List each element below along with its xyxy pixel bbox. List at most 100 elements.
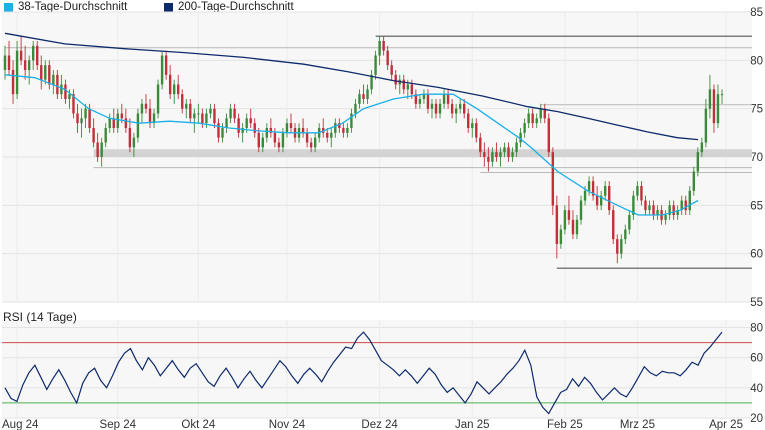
legend-swatch-ma38 — [4, 2, 13, 12]
candle-body-139 — [563, 210, 567, 230]
candle-body-129 — [523, 123, 526, 133]
candle-body-176 — [712, 89, 716, 124]
candle-body-114 — [463, 103, 466, 114]
candle-body-100 — [406, 84, 410, 90]
candle-body-155 — [628, 215, 631, 230]
candle-body-37 — [152, 113, 156, 124]
candle-body-41 — [168, 74, 172, 95]
candle-body-69 — [281, 132, 285, 148]
candle-body-76 — [309, 142, 313, 148]
candle-body-124 — [503, 147, 506, 153]
candle-body-158 — [640, 186, 643, 201]
candle-body-20 — [84, 108, 87, 119]
candle-body-80 — [326, 132, 329, 138]
x-axis: Aug 24 Sep 24 Okt 24 Nov 24 Dez 24 Jan 25 Feb … — [2, 419, 743, 430]
candle-body-120 — [487, 157, 490, 162]
candle-body-27 — [112, 118, 115, 128]
candle-body-43 — [177, 84, 180, 95]
candle-body-93 — [378, 41, 381, 56]
candle-body-152 — [616, 239, 619, 254]
candle-body-84 — [342, 128, 345, 133]
candle-body-144 — [583, 190, 587, 201]
candle-body-162 — [656, 210, 659, 215]
price-y-tick-55: 55 — [750, 297, 763, 309]
candle-body-34 — [140, 103, 144, 114]
legend-label-ma38: 38-Tage-Durchschnitt — [18, 1, 128, 13]
candle-body-95 — [386, 50, 389, 66]
candle-body-161 — [652, 205, 655, 215]
candle-body-39 — [160, 55, 164, 85]
rsi-plot-background — [2, 320, 752, 418]
candle-body-40 — [164, 55, 168, 75]
candle-body-58 — [237, 118, 240, 133]
legend-item-ma38: 38-Tage-Durchschnitt — [4, 1, 127, 13]
candle-body-21 — [88, 108, 91, 128]
candle-body-12 — [52, 74, 55, 85]
candle-body-54 — [221, 128, 224, 138]
candle-body-101 — [410, 84, 414, 95]
candle-body-24 — [100, 142, 103, 157]
candle-body-89 — [362, 94, 365, 99]
candle-body-138 — [559, 229, 563, 244]
candle-body-168 — [680, 200, 683, 211]
candle-body-111 — [450, 103, 454, 114]
rsi-y-tick-20: 20 — [750, 413, 763, 425]
candle-body-64 — [261, 137, 264, 148]
candle-body-123 — [499, 152, 502, 157]
candle-body-90 — [366, 89, 369, 99]
candle-body-149 — [603, 186, 607, 196]
candle-body-103 — [418, 99, 422, 104]
candle-body-177 — [716, 94, 720, 124]
candle-body-96 — [390, 65, 393, 75]
price-y-tick-65: 65 — [750, 200, 763, 212]
candle-body-153 — [620, 239, 623, 254]
candle-body-81 — [330, 132, 333, 138]
candle-body-19 — [80, 118, 83, 124]
candle-body-136 — [551, 152, 555, 206]
candle-body-18 — [76, 113, 79, 124]
rsi-y-tick-60: 60 — [750, 353, 763, 365]
candle-body-82 — [334, 123, 337, 133]
candle-body-68 — [277, 142, 281, 148]
candle-body-50 — [205, 113, 208, 124]
candle-body-1 — [7, 55, 11, 70]
candle-body-105 — [426, 94, 430, 109]
candle-body-45 — [185, 103, 188, 109]
x-tick-label-1: Sep 24 — [100, 419, 137, 430]
candle-body-109 — [442, 94, 446, 104]
candle-body-154 — [624, 229, 627, 240]
series-line-38-tage-durchschnitt — [4, 74, 699, 216]
candle-body-48 — [197, 113, 200, 115]
candle-body-173 — [700, 142, 704, 153]
candle-body-67 — [273, 132, 277, 143]
candle-body-83 — [338, 123, 341, 128]
candle-body-150 — [608, 186, 611, 211]
candle-body-91 — [370, 74, 373, 90]
candle-body-61 — [249, 118, 252, 124]
candle-body-51 — [209, 108, 212, 114]
candle-body-102 — [414, 94, 418, 104]
candle-body-9 — [40, 65, 43, 80]
candle-body-17 — [72, 94, 75, 114]
legend-label-ma200: 200-Tage-Durchschnitt — [178, 1, 294, 13]
candle-body-178 — [720, 94, 724, 96]
candle-body-127 — [515, 142, 518, 153]
candle-body-30 — [124, 118, 128, 128]
candle-body-157 — [636, 186, 639, 196]
candle-body-140 — [567, 210, 571, 220]
candle-body-74 — [301, 128, 305, 133]
x-tick-label-8: Apr 25 — [709, 419, 743, 430]
candle-body-35 — [144, 103, 148, 109]
candle-body-71 — [289, 123, 293, 128]
candle-body-142 — [575, 219, 579, 235]
rsi-y-tick-40: 40 — [750, 383, 763, 395]
legend-swatch-ma200 — [164, 2, 173, 12]
legend-item-ma200: 200-Tage-Durchschnitt — [164, 1, 294, 13]
candle-body-65 — [265, 128, 269, 138]
candle-body-121 — [491, 152, 494, 162]
candle-body-104 — [422, 94, 426, 99]
candle-body-119 — [483, 152, 486, 157]
candle-body-174 — [704, 108, 708, 143]
candle-body-4 — [19, 50, 23, 61]
